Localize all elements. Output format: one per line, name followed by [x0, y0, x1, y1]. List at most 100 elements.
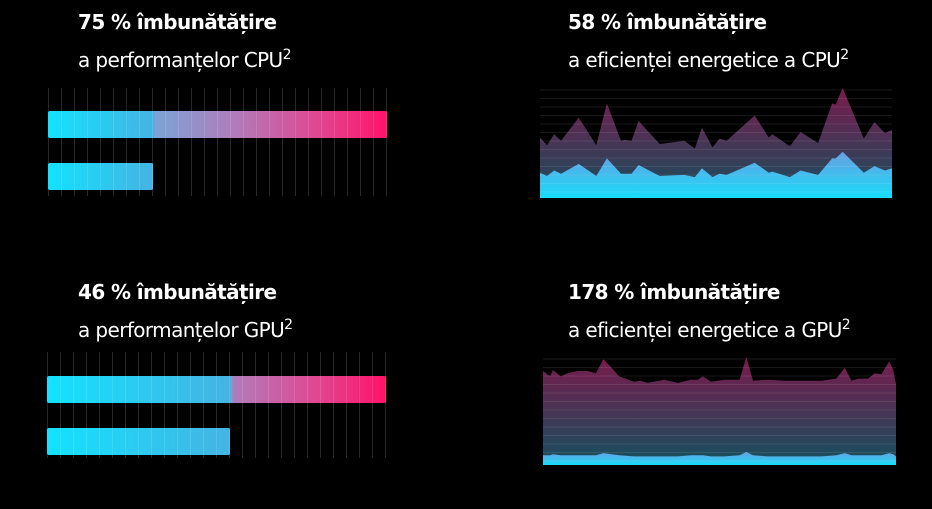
bar-grid-line — [73, 428, 74, 455]
headline: 58 % îmbunătățire — [568, 10, 767, 34]
bar-grid-line — [204, 111, 205, 138]
bar-grid-line — [307, 376, 308, 403]
bar-grid-line — [255, 376, 256, 403]
grid-line — [334, 88, 335, 196]
area-series-lower — [543, 452, 896, 465]
footnote-ref: 2 — [282, 47, 292, 63]
cpu-efficiency-heading: 58 % îmbunătățire a eficienței energetic… — [568, 6, 849, 77]
grid-line — [191, 88, 192, 196]
bar-grid-line — [100, 111, 101, 138]
headline: 75 % îmbunătățire — [78, 10, 277, 34]
grid-line — [230, 88, 231, 196]
bar-grid-line — [113, 111, 114, 138]
grid-line — [372, 352, 373, 458]
grid-line — [203, 352, 204, 458]
subtitle: a performanțelor GPU2 — [78, 309, 293, 347]
bar-grid-line — [61, 111, 62, 138]
bar-grid-line — [178, 111, 179, 138]
bar-grid-line — [203, 428, 204, 455]
bar-grid-line — [74, 111, 75, 138]
area-series-lower — [540, 151, 892, 198]
footnote-ref: 2 — [841, 317, 851, 333]
subtitle-text: a eficienței energetice a GPU — [568, 318, 842, 342]
grid-line — [178, 88, 179, 196]
grid-line — [165, 88, 166, 196]
bar-grid-line — [125, 428, 126, 455]
bar-grid-line — [347, 111, 348, 138]
grid-line — [126, 88, 127, 196]
grid-line — [190, 352, 191, 458]
grid-line — [99, 352, 100, 458]
footnote-ref: 2 — [840, 47, 849, 63]
grid-line — [294, 352, 295, 458]
grid-line — [386, 88, 387, 196]
cpu-performance-bar-chart — [48, 88, 387, 196]
grid-line — [269, 88, 270, 196]
bar-grid-line — [308, 111, 309, 138]
bar-grid-line — [386, 111, 387, 138]
bar-grid-line — [269, 111, 270, 138]
bar-grid-line — [152, 111, 153, 138]
grid-line — [100, 88, 101, 196]
bar-grid-line — [190, 428, 191, 455]
grid-line — [346, 352, 347, 458]
bar-grid-line — [321, 111, 322, 138]
bar-grid-line — [60, 376, 61, 403]
grid-line — [255, 352, 256, 458]
bar-grid-line — [99, 376, 100, 403]
grid-line — [73, 352, 74, 458]
bar-grid-line — [320, 376, 321, 403]
grid-line — [48, 88, 49, 196]
bar-grid-line — [294, 376, 295, 403]
bar-grid-line — [333, 376, 334, 403]
grid-line — [86, 352, 87, 458]
bar-grid-line — [203, 376, 204, 403]
area-series-upper — [540, 88, 892, 198]
bar-grid-line — [243, 111, 244, 138]
bar-grid-line — [138, 428, 139, 455]
grid-line — [229, 352, 230, 458]
grid-line — [139, 88, 140, 196]
gpu-performance-heading: 46 % îmbunătățire a performanțelor GPU2 — [78, 276, 293, 347]
bar-grid-line — [61, 163, 62, 190]
bar-grid-line — [282, 111, 283, 138]
bar-grid-line — [113, 163, 114, 190]
grid-line — [268, 352, 269, 458]
grid-line — [87, 88, 88, 196]
bar-grid-line — [372, 376, 373, 403]
cpu-efficiency-area-chart — [540, 88, 892, 198]
bar-grid-line — [373, 111, 374, 138]
grid-line — [74, 88, 75, 196]
grid-line — [138, 352, 139, 458]
bar-grid-line — [164, 376, 165, 403]
grid-line — [47, 352, 48, 458]
bar-grid-line — [281, 376, 282, 403]
bar-grid-line — [126, 163, 127, 190]
subtitle-text: a performanțelor CPU — [78, 48, 283, 72]
grid-line — [373, 88, 374, 196]
headline: 178 % îmbunătățire — [568, 280, 780, 304]
bar-grid-line — [268, 376, 269, 403]
bar-grid-line — [138, 376, 139, 403]
grid-line — [243, 88, 244, 196]
bar-grid-line — [99, 428, 100, 455]
grid-line — [360, 88, 361, 196]
grid-line — [282, 88, 283, 196]
subtitle-text: a performanțelor GPU — [78, 318, 285, 342]
footnote-ref: 2 — [284, 317, 293, 333]
bar-grid-line — [242, 376, 243, 403]
bar-grid-line — [177, 428, 178, 455]
grid-line — [347, 88, 348, 196]
headline: 46 % îmbunătățire — [78, 280, 277, 304]
bar-grid-line — [112, 376, 113, 403]
bar-grid-line — [100, 163, 101, 190]
bar-grid-line — [86, 428, 87, 455]
grid-line — [125, 352, 126, 458]
grid-line — [256, 88, 257, 196]
bar-grid-line — [139, 111, 140, 138]
subtitle: a eficienței energetice a GPU2 — [568, 309, 851, 347]
bar-grid-line — [74, 163, 75, 190]
grid-line — [177, 352, 178, 458]
grid-line — [385, 352, 386, 458]
bar-grid-line — [86, 376, 87, 403]
